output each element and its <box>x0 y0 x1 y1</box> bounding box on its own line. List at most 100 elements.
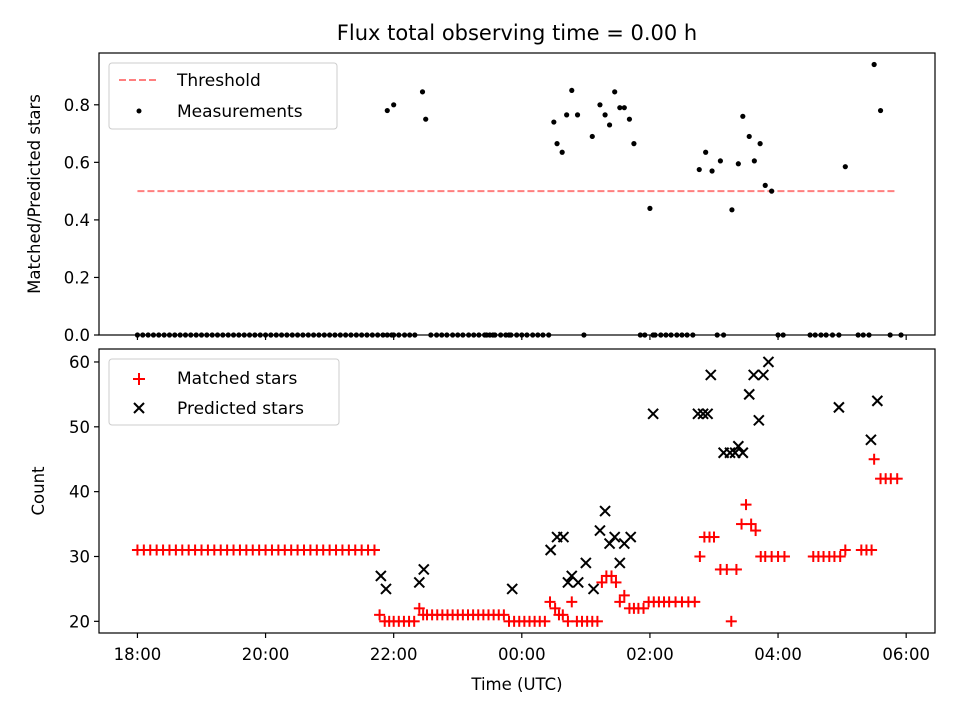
predicted-star-point <box>418 563 430 576</box>
predicted-star-point <box>692 408 704 420</box>
matched-star-point <box>736 518 748 530</box>
matched-star-point <box>596 576 608 588</box>
predicted-star-point <box>871 395 884 407</box>
predicted-star-point <box>753 414 765 427</box>
legend-matched-swatch <box>133 373 145 385</box>
measurement-point <box>735 161 741 167</box>
matched-star-point <box>413 602 425 614</box>
measurement-point <box>621 105 627 111</box>
xtick-label: 18:00 <box>114 645 162 664</box>
measurement-point <box>564 112 570 118</box>
measurement-point <box>419 89 426 95</box>
top-axes-frame <box>98 52 936 336</box>
xtick-label: 06:00 <box>882 645 930 664</box>
top-chart-title: Flux total observing time = 0.00 h <box>337 21 697 45</box>
matched-star-point <box>745 518 757 530</box>
legend-measurements-label: Measurements <box>177 102 303 122</box>
predicted-star-point <box>724 447 736 459</box>
measurement-point <box>617 105 623 111</box>
legend-measurements-swatch <box>136 108 142 114</box>
predicted-star-point <box>647 408 659 420</box>
bottom-plot-area: 20 30 40 50 60 18:00 20:00 22:00 00:00 02:00 04:00… <box>69 353 930 664</box>
bottom-legend: Matched stars Predicted stars <box>108 358 340 426</box>
matched-star-point <box>891 473 903 485</box>
matched-star-point <box>750 525 762 537</box>
xtick-label: 22:00 <box>370 645 418 664</box>
measurement-point <box>554 141 560 147</box>
x-axis-label: Time (UTC) <box>470 675 562 694</box>
predicted-star-point <box>544 544 557 556</box>
predicted-star-point <box>380 583 392 595</box>
matched-star-point <box>544 596 556 608</box>
measurement-point <box>647 205 653 211</box>
matched-star-point <box>740 499 752 511</box>
bottom-axes-frame <box>98 348 936 634</box>
matched-star-point <box>638 602 650 614</box>
measurement-point <box>602 112 608 118</box>
bottom-ytick-label: 20 <box>69 612 90 631</box>
matched-star-point <box>694 550 706 562</box>
predicted-star-point <box>697 408 709 420</box>
bottom-ytick-label: 60 <box>69 353 90 372</box>
matched-star-point <box>368 544 380 556</box>
measurement-point <box>551 119 557 125</box>
measurement-point <box>574 112 581 118</box>
bottom-y-axis-label: Count <box>29 466 48 516</box>
top-ytick-label: 0.6 <box>64 153 90 172</box>
top-legend-box <box>108 62 338 130</box>
predicted-star-point <box>747 369 760 381</box>
top-ytick-label: 0.2 <box>64 268 90 287</box>
predicted-star-point <box>587 583 600 595</box>
xtick-label: 02:00 <box>626 645 674 664</box>
measurement-point <box>696 166 702 173</box>
bottom-panel: Count Time (UTC) 20 30 40 50 60 18:00 20:00 22:… <box>29 348 936 694</box>
matched-star-point <box>549 602 561 614</box>
xtick-label: 20:00 <box>242 645 290 664</box>
matched-star-point <box>566 596 578 608</box>
matched-star-point <box>557 609 569 621</box>
predicted-star-point <box>705 369 717 381</box>
measurement-point <box>597 102 603 108</box>
measurement-point <box>423 116 429 122</box>
measurement-point <box>703 149 709 155</box>
bottom-legend-box <box>108 358 340 426</box>
legend-predicted-label: Predicted stars <box>177 399 304 419</box>
predicted-star-point <box>737 447 749 459</box>
matched-star-point <box>866 544 878 556</box>
top-ytick-label: 0.8 <box>64 96 90 115</box>
top-y-axis-label: Matched/Predicted stars <box>25 94 44 294</box>
measurement-point <box>709 168 715 174</box>
top-ytick-label: 0.4 <box>64 211 90 230</box>
predicted-star-point <box>732 440 745 452</box>
matched-star-point <box>408 615 420 627</box>
predicted-star-point <box>625 531 637 543</box>
top-ytick-label: 0.0 <box>64 326 90 345</box>
measurement-point <box>751 158 757 164</box>
matched-star-point <box>498 609 510 621</box>
matched-star-point <box>778 550 790 562</box>
predicted-star-point <box>599 505 611 517</box>
measurement-point <box>842 164 848 170</box>
measurement-point <box>612 89 618 95</box>
predicted-star-point <box>562 576 574 589</box>
measurement-point <box>391 102 397 108</box>
measurement-point <box>757 141 763 147</box>
matched-star-point <box>618 589 630 601</box>
predicted-star-point <box>594 524 606 537</box>
matched-star-point <box>868 453 880 465</box>
predicted-star-point <box>743 388 755 401</box>
measurement-point <box>626 116 633 122</box>
matched-star-point <box>721 563 733 575</box>
measurement-point <box>769 188 775 194</box>
legend-predicted-swatch <box>133 402 145 414</box>
measurement-point <box>729 207 735 213</box>
bottom-ytick-label: 40 <box>69 483 90 502</box>
predicted-star-point <box>413 576 426 589</box>
measurement-point <box>606 122 613 128</box>
measurement-point <box>384 107 390 114</box>
matched-star-point <box>374 609 386 621</box>
matched-star-point <box>591 615 603 627</box>
matched-star-point <box>839 544 851 556</box>
predicted-star-point <box>701 408 714 420</box>
